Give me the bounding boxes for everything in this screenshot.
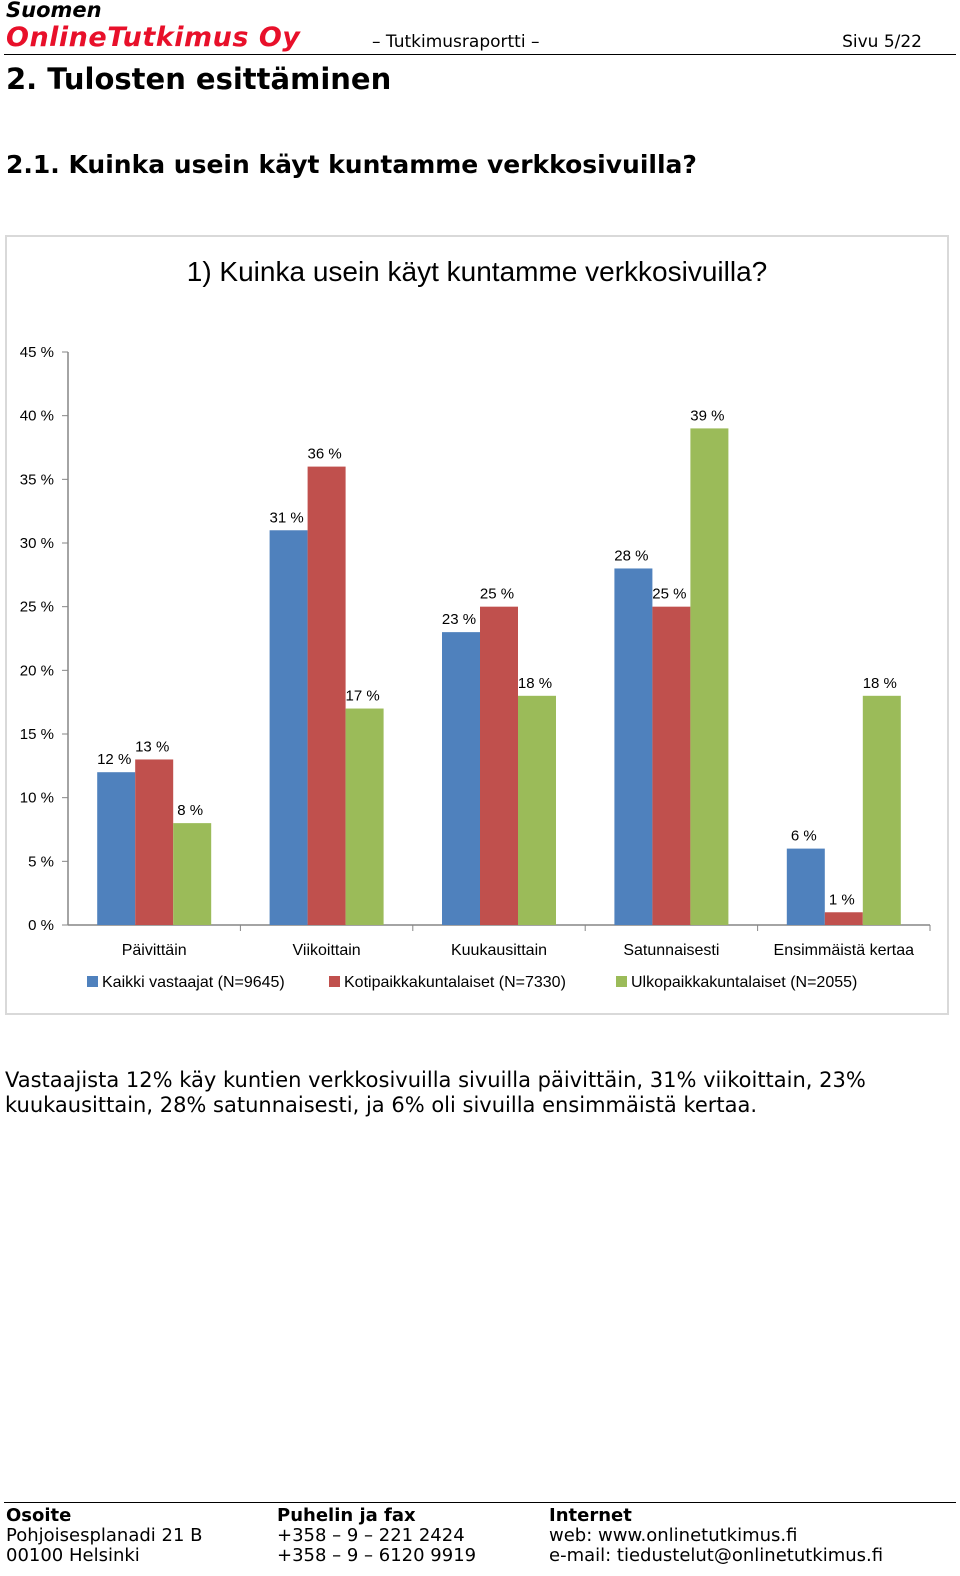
x-tick-label: Päivittäin (122, 942, 187, 959)
footer-address: Osoite Pohjoisesplanadi 21 B 00100 Helsi… (6, 1506, 203, 1566)
y-tick-label: 45 % (20, 344, 54, 361)
legend-swatch (87, 976, 98, 987)
bar (442, 632, 480, 925)
legend-swatch (329, 976, 340, 987)
data-label: 17 % (345, 688, 379, 705)
footer-divider (4, 1502, 956, 1503)
report-label: – Tutkimusraportti – (372, 32, 540, 52)
y-tick-label: 5 % (28, 853, 54, 870)
bar (786, 848, 825, 925)
y-tick-label: 20 % (20, 662, 54, 679)
bar (97, 772, 136, 925)
data-label: 8 % (177, 802, 203, 819)
footer-phone: Puhelin ja fax +358 – 9 – 221 2424 +358 … (277, 1506, 476, 1566)
bar (652, 606, 691, 925)
bar (518, 695, 556, 925)
bar (307, 466, 346, 925)
bar (690, 428, 729, 925)
header-divider (4, 54, 956, 55)
footer-internet-title: Internet (549, 1505, 632, 1526)
data-label: 23 % (442, 611, 476, 628)
x-tick-label: Kuukausittain (451, 942, 547, 959)
legend-label: Kotipaikkakuntalaiset (N=7330) (344, 974, 566, 991)
bar (824, 912, 863, 925)
data-label: 39 % (690, 407, 724, 424)
data-label: 25 % (652, 586, 686, 603)
x-tick-label: Ensimmäistä kertaa (774, 942, 915, 959)
bar (614, 568, 653, 925)
subsection-title: 2.1. Kuinka usein käyt kuntamme verkkosi… (6, 150, 697, 179)
data-label: 36 % (307, 446, 341, 463)
y-tick-label: 25 % (20, 599, 54, 616)
footer-phone-number: +358 – 9 – 221 2424 (277, 1525, 465, 1546)
y-tick-label: 15 % (20, 726, 54, 743)
data-label: 25 % (480, 586, 514, 603)
summary-text: Vastaajista 12% käy kuntien verkkosivuil… (5, 1068, 866, 1117)
data-label: 13 % (135, 738, 169, 755)
company-name-logo: OnlineTutkimus Oy (6, 22, 301, 53)
data-label: 6 % (791, 828, 817, 845)
bar (173, 823, 212, 925)
section-title: 2. Tulosten esittäminen (6, 62, 392, 96)
bar (862, 695, 901, 925)
legend-swatch (616, 976, 627, 987)
bar (269, 530, 308, 925)
data-label: 18 % (863, 675, 897, 692)
footer-address-street: Pohjoisesplanadi 21 B (6, 1525, 203, 1546)
footer-fax-number: +358 – 9 – 6120 9919 (277, 1545, 477, 1566)
footer-internet: Internet web: www.onlinetutkimus.fi e-ma… (549, 1506, 883, 1566)
bar (135, 759, 174, 925)
data-label: 28 % (614, 547, 648, 564)
bar (345, 708, 384, 925)
data-label: 1 % (829, 891, 855, 908)
y-tick-label: 35 % (20, 471, 54, 488)
page-number: Sivu 5/22 (842, 32, 922, 52)
x-tick-label: Viikoittain (293, 942, 361, 959)
bar (480, 606, 518, 925)
x-tick-label: Satunnaisesti (623, 942, 719, 959)
legend-label: Ulkopaikkakuntalaiset (N=2055) (631, 974, 857, 991)
footer-address-city: 00100 Helsinki (6, 1545, 140, 1566)
chart-title: 1) Kuinka usein käyt kuntamme verkkosivu… (187, 256, 767, 287)
footer-address-title: Osoite (6, 1505, 72, 1526)
y-tick-label: 40 % (20, 408, 54, 425)
y-tick-label: 10 % (20, 790, 54, 807)
data-label: 12 % (97, 751, 131, 768)
footer-phone-title: Puhelin ja fax (277, 1505, 416, 1526)
footer-web-link[interactable]: web: www.onlinetutkimus.fi (549, 1525, 798, 1546)
data-label: 31 % (269, 509, 303, 526)
y-tick-label: 30 % (20, 535, 54, 552)
legend-label: Kaikki vastaajat (N=9645) (102, 974, 285, 991)
company-name-line1: Suomen (6, 0, 102, 22)
y-tick-label: 0 % (28, 917, 54, 934)
data-label: 18 % (518, 675, 552, 692)
bar-chart: 1) Kuinka usein käyt kuntamme verkkosivu… (20, 256, 931, 991)
footer-email-link[interactable]: e-mail: tiedustelut@onlinetutkimus.fi (549, 1545, 884, 1566)
